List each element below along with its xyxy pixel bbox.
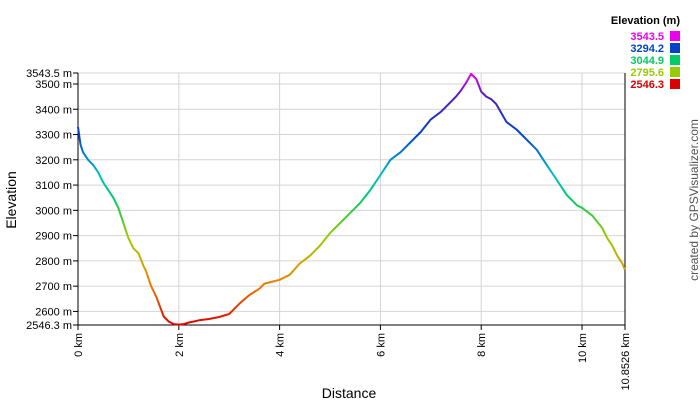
legend-entry-label: 2795.6 — [630, 67, 664, 79]
legend-entry-label: 3543.5 — [630, 31, 664, 43]
legend-entry-label: 2546.3 — [630, 79, 664, 91]
y-tick-label: 3300 m — [35, 130, 72, 142]
x-tick-label: 2 km — [174, 333, 186, 357]
y-tick-label: 3000 m — [35, 205, 72, 217]
y-tick-label: 3100 m — [35, 180, 72, 192]
y-tick-label: 3200 m — [35, 155, 72, 167]
x-tick-label: 10 km — [577, 333, 589, 363]
y-tick-label: 2800 m — [35, 256, 72, 268]
tick-labels: 2546.3 m 2600 m 2700 m 2800 m 2900 m 3000 m 31… — [26, 68, 632, 390]
y-tick-label: 3543.5 m — [26, 68, 72, 80]
y-tick-label: 3400 m — [35, 104, 72, 116]
y-axis-title: Elevation — [3, 171, 19, 229]
credit-text: created by GPSVisualizer.com — [687, 119, 700, 281]
legend-entry-label: 3044.9 — [630, 55, 664, 67]
x-tick-label: 0 km — [73, 333, 85, 357]
y-tick-label: 2600 m — [35, 306, 72, 318]
legend-title: Elevation (m) — [611, 15, 680, 27]
legend-swatch — [670, 43, 680, 53]
y-tick-label: 3500 m — [35, 79, 72, 91]
legend-swatch — [670, 67, 680, 77]
y-tick-label: 2546.3 m — [26, 320, 72, 332]
x-tick-label: 4 km — [275, 333, 287, 357]
y-tick-label: 2900 m — [35, 231, 72, 243]
grid — [77, 72, 626, 326]
x-axis-title: Distance — [322, 385, 377, 400]
x-tick-label: 6 km — [375, 333, 387, 357]
legend-swatch — [670, 31, 680, 41]
axes — [73, 72, 626, 330]
legend-swatch — [670, 55, 680, 65]
legend: Elevation (m) 3543.53294.23044.92795.625… — [611, 15, 680, 91]
x-tick-label: 10.8526 km — [620, 333, 632, 390]
x-tick-label: 8 km — [476, 333, 488, 357]
legend-swatch — [670, 79, 680, 89]
y-tick-label: 2700 m — [35, 281, 72, 293]
elevation-profile-line — [77, 72, 626, 326]
legend-entry-label: 3294.2 — [630, 43, 664, 55]
series-layer — [77, 72, 626, 326]
